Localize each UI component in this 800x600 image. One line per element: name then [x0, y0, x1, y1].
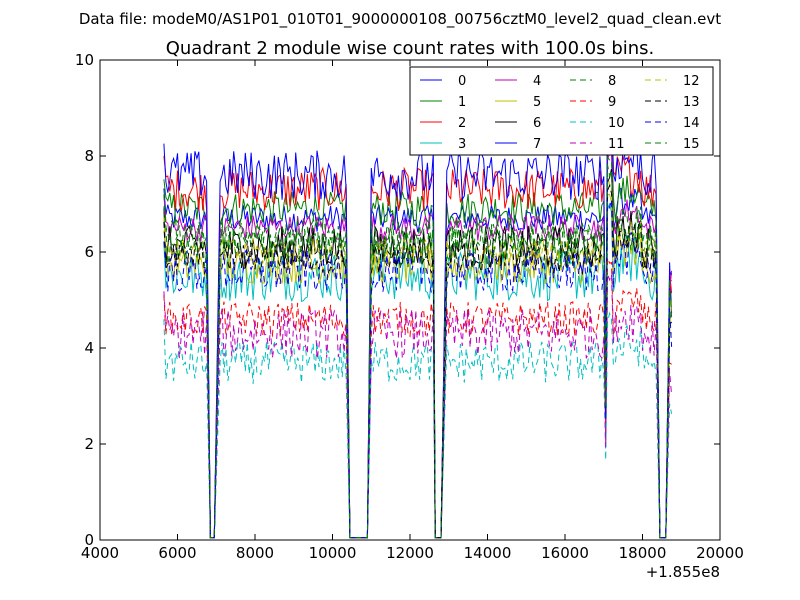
series-line-3 — [163, 202, 672, 539]
series-line-9 — [163, 257, 672, 539]
series-line-11 — [163, 274, 673, 539]
series-line-10 — [163, 311, 673, 539]
x-tick-label: 10000 — [309, 544, 357, 562]
chart-suptitle: Data file: modeM0/AS1P01_010T01_90000001… — [79, 10, 721, 29]
legend-label-1: 1 — [458, 95, 466, 110]
legend-label-4: 4 — [533, 74, 541, 89]
legend-label-13: 13 — [683, 95, 700, 110]
legend-label-0: 0 — [458, 74, 466, 89]
legend-label-9: 9 — [608, 95, 616, 110]
y-tick-label: 0 — [84, 531, 94, 549]
chart-title: Quadrant 2 module wise count rates with … — [166, 38, 655, 59]
series-line-14 — [163, 199, 673, 539]
y-tick-label: 4 — [84, 339, 94, 357]
x-tick-label: 6000 — [158, 544, 196, 562]
legend-label-14: 14 — [683, 116, 700, 131]
x-axis-offset-label: +1.855e8 — [646, 563, 720, 581]
legend-label-6: 6 — [533, 116, 541, 131]
x-axis: 4000 6000 8000 10000 12000 14000 16000 18000 200… — [81, 60, 744, 562]
x-tick-label: 16000 — [541, 544, 589, 562]
legend-label-12: 12 — [683, 74, 700, 89]
legend-label-8: 8 — [608, 74, 616, 89]
plot-lines — [163, 82, 673, 539]
legend-label-10: 10 — [608, 116, 625, 131]
x-tick-label: 12000 — [386, 544, 434, 562]
legend-box — [409, 66, 714, 156]
legend-label-15: 15 — [683, 137, 700, 152]
x-tick-label: 14000 — [464, 544, 512, 562]
y-tick-label: 6 — [84, 243, 94, 261]
series-line-4 — [163, 149, 673, 539]
legend-label-5: 5 — [533, 95, 541, 110]
y-tick-label: 8 — [84, 147, 94, 165]
legend-label-11: 11 — [608, 137, 625, 152]
series-line-2 — [163, 100, 673, 539]
y-tick-label: 10 — [75, 51, 94, 69]
legend-label-7: 7 — [533, 137, 541, 152]
x-tick-label: 8000 — [236, 544, 274, 562]
x-tick-label: 4000 — [81, 544, 119, 562]
series-line-15 — [163, 165, 673, 539]
x-tick-label: 18000 — [619, 544, 667, 562]
legend-label-3: 3 — [458, 137, 466, 152]
y-tick-label: 2 — [84, 435, 94, 453]
series-line-8 — [163, 155, 672, 539]
x-tick-label: 20000 — [696, 544, 744, 562]
legend-label-2: 2 — [458, 116, 466, 131]
